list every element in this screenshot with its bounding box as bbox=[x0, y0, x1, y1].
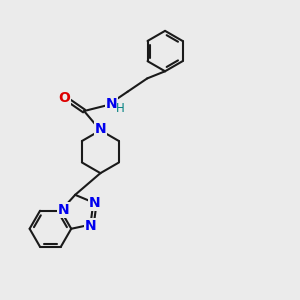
Text: N: N bbox=[94, 122, 106, 136]
Text: O: O bbox=[58, 91, 70, 105]
Text: N: N bbox=[106, 97, 117, 111]
Text: N: N bbox=[89, 196, 101, 210]
Text: H: H bbox=[116, 102, 125, 115]
Text: N: N bbox=[57, 203, 69, 217]
Text: N: N bbox=[57, 203, 69, 217]
Text: N: N bbox=[85, 219, 97, 233]
